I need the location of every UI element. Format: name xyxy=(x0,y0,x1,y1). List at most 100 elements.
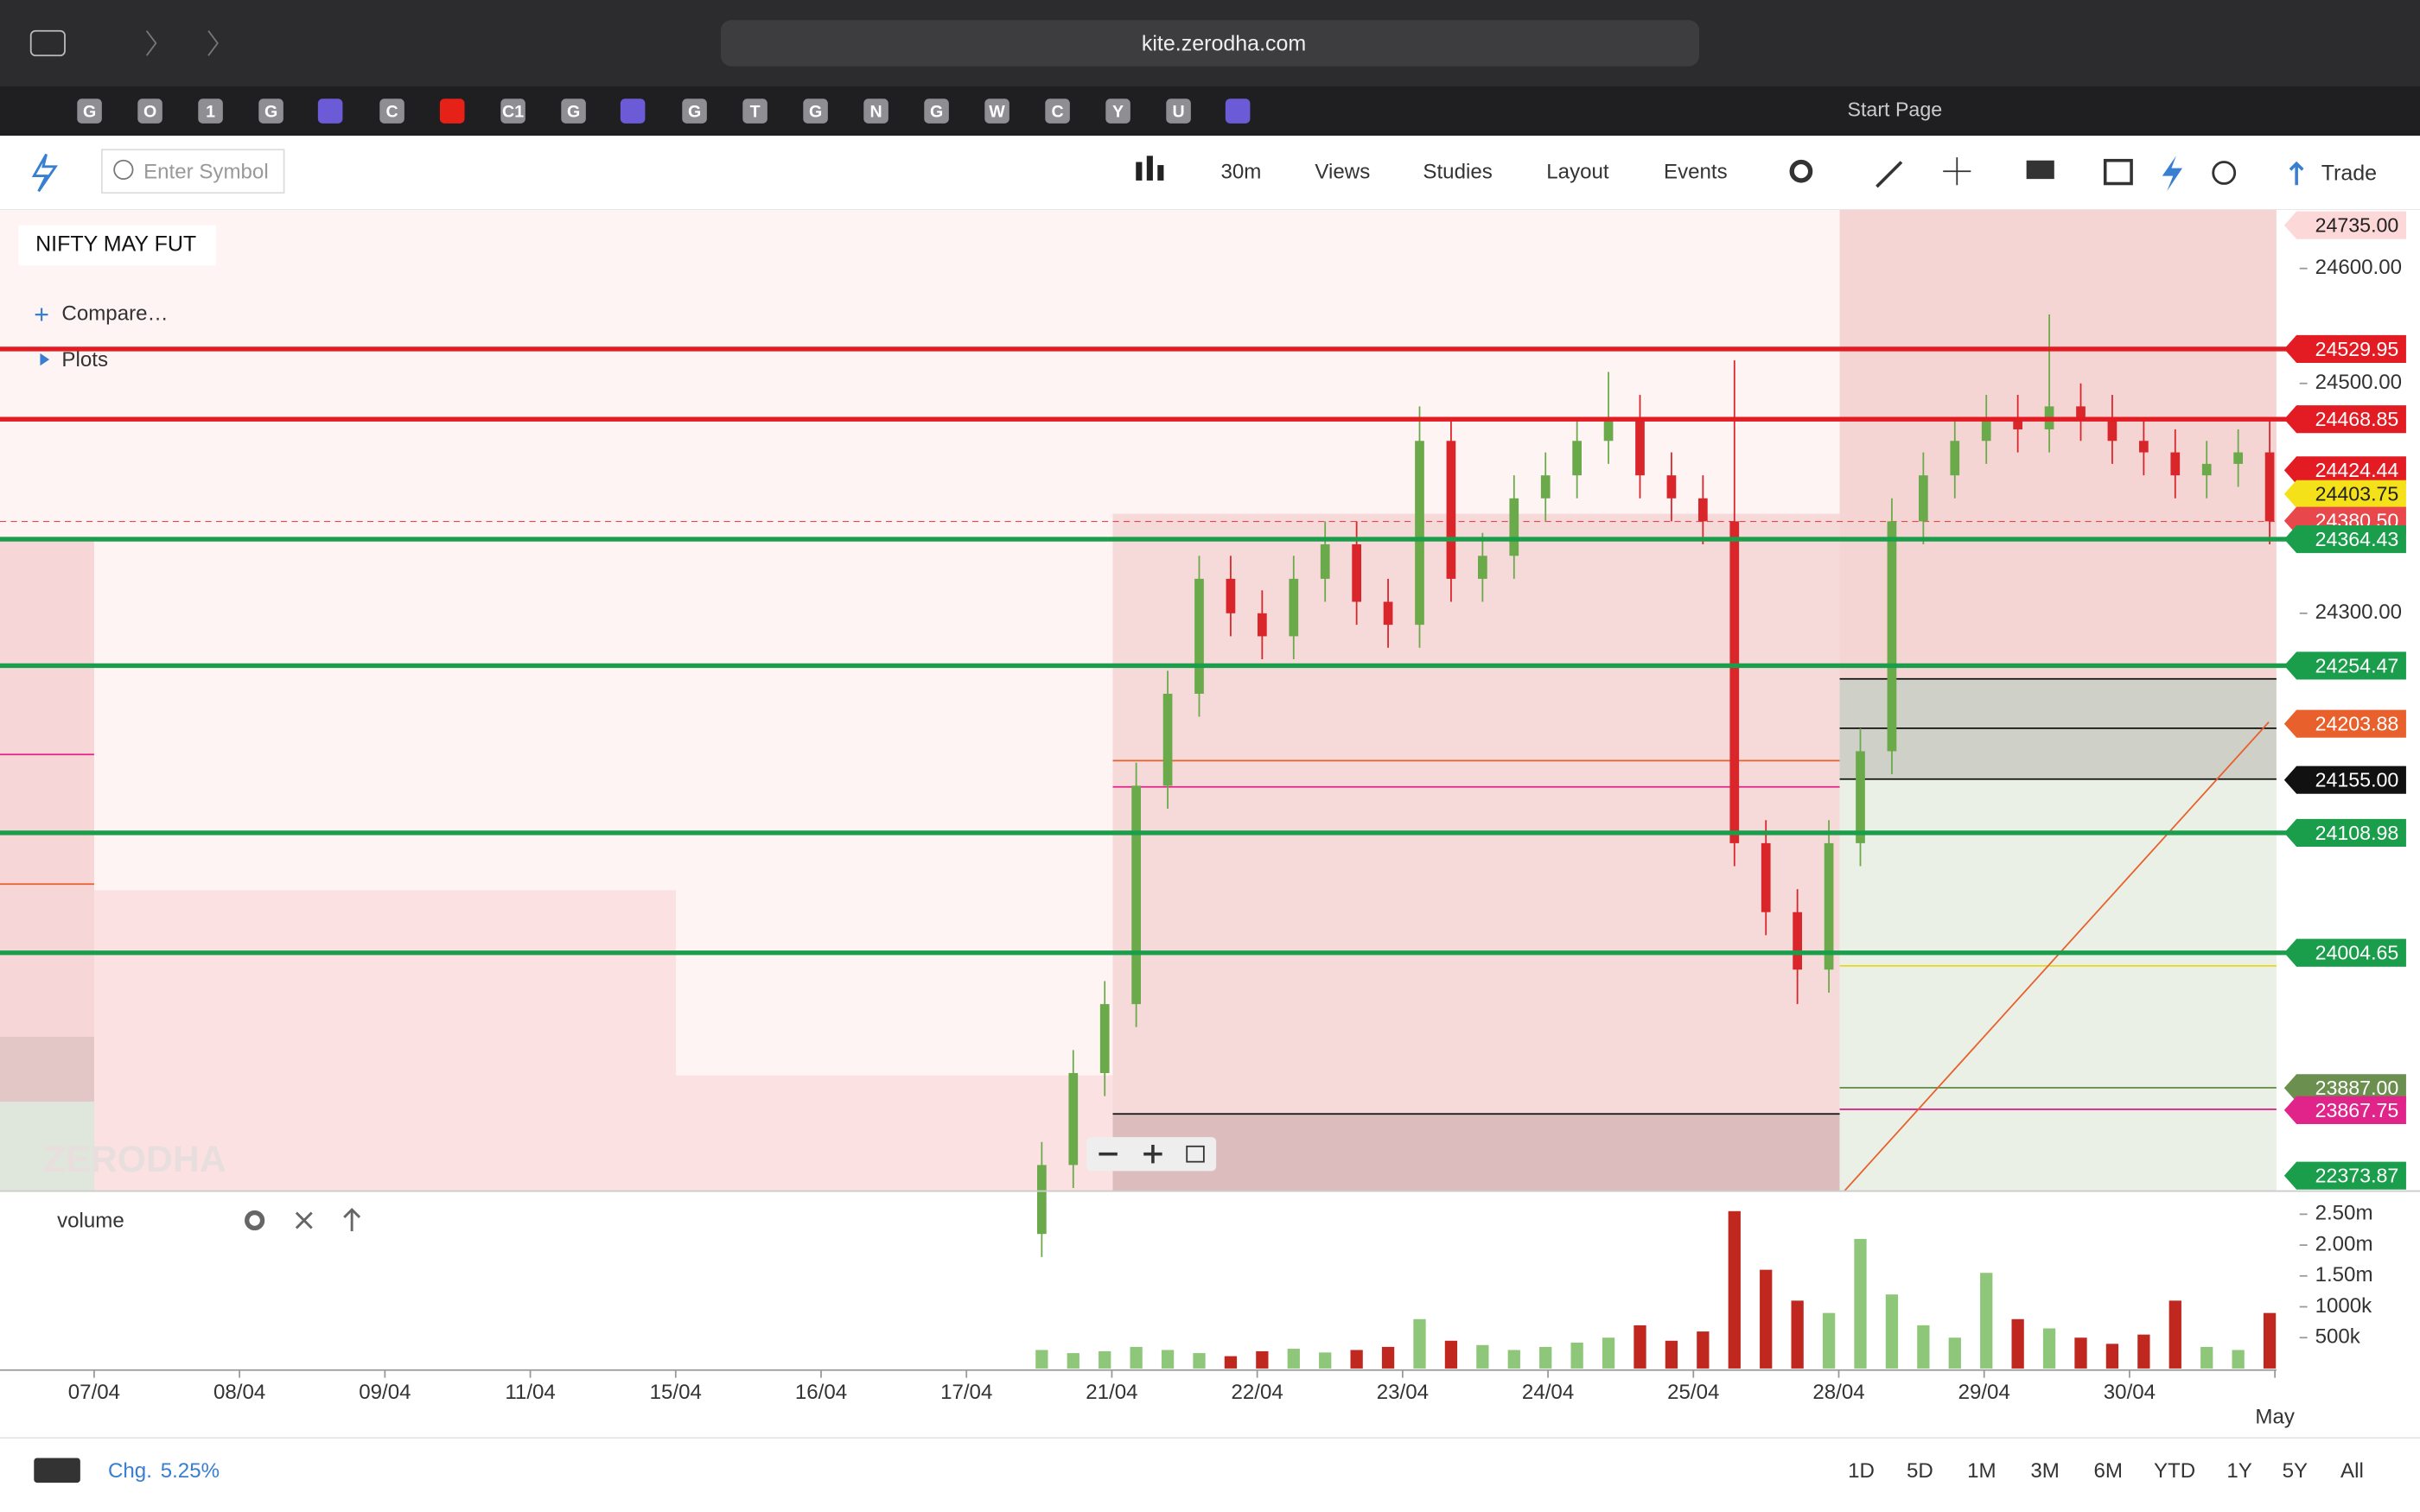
range-button[interactable]: 3M xyxy=(2030,1459,2059,1483)
trade-button[interactable]: Trade xyxy=(2321,161,2377,185)
candle-body xyxy=(1635,417,1645,476)
range-button[interactable]: 6M xyxy=(2094,1459,2123,1483)
settings-icon[interactable] xyxy=(1789,159,1813,183)
tab-label: O xyxy=(143,103,156,122)
volume-bar xyxy=(2042,1328,2056,1369)
tab-icon[interactable] xyxy=(317,98,343,124)
nav-arrows[interactable] xyxy=(145,30,219,56)
zoom-icons xyxy=(1099,1145,1162,1164)
tab-icon[interactable] xyxy=(258,98,283,124)
price-badge xyxy=(2283,938,2406,967)
range-button[interactable]: 1M xyxy=(1967,1459,1996,1483)
volume-icons[interactable] xyxy=(295,1207,361,1231)
volume-bar xyxy=(1948,1337,1961,1369)
tab-icon[interactable] xyxy=(620,98,646,124)
candle-icon[interactable] xyxy=(1136,156,1164,181)
candle-body xyxy=(1540,475,1551,499)
tab-label: G xyxy=(688,103,701,122)
comment-icon[interactable] xyxy=(2026,160,2054,180)
keyboard-icon[interactable] xyxy=(34,1458,80,1483)
volume-bar xyxy=(1854,1238,1867,1369)
tab-icon[interactable] xyxy=(924,98,949,124)
menu[interactable]: Studies xyxy=(1423,160,1492,183)
range-button[interactable]: All xyxy=(2340,1459,2364,1483)
x-tick-label: 17/04 xyxy=(940,1381,992,1404)
tab-icon[interactable] xyxy=(1166,98,1191,124)
interval[interactable]: 30m xyxy=(1221,160,1262,183)
candle-body xyxy=(1289,578,1299,637)
table-icon[interactable] xyxy=(2103,158,2133,186)
plots[interactable]: Plots xyxy=(61,348,108,372)
range-button[interactable]: YTD xyxy=(2154,1459,2195,1483)
compare[interactable]: Compare… xyxy=(61,302,168,326)
refresh-icon[interactable] xyxy=(2212,161,2237,185)
price-badge-label: 24403.75 xyxy=(2315,483,2399,505)
volume-bar xyxy=(1035,1350,1048,1369)
price-badge xyxy=(2283,818,2406,848)
draw-icon[interactable] xyxy=(1876,161,1903,188)
sidebar-icon[interactable] xyxy=(29,29,66,57)
volume-label: volume xyxy=(57,1210,124,1233)
volume-bar xyxy=(1067,1353,1079,1369)
volume-tick-label: 2.50m xyxy=(2315,1202,2373,1225)
volume-bar xyxy=(1256,1350,1269,1369)
volume-bar xyxy=(1760,1269,1773,1369)
tab-label: G xyxy=(809,103,822,122)
volume-settings[interactable] xyxy=(245,1210,265,1231)
candle-body xyxy=(1320,544,1330,579)
tab-icon[interactable] xyxy=(137,98,162,124)
flash-icon[interactable] xyxy=(2162,156,2182,192)
candle-body xyxy=(1068,1072,1079,1166)
candle-body xyxy=(1226,578,1236,613)
volume-bar xyxy=(1381,1346,1395,1369)
tab-icon[interactable] xyxy=(863,98,888,124)
x-tick-label: 24/04 xyxy=(1522,1381,1574,1404)
tab-label: G xyxy=(264,103,277,122)
tab-icon[interactable] xyxy=(77,98,102,124)
x-tick-label: 30/04 xyxy=(2104,1381,2156,1404)
range-button[interactable]: 1Y xyxy=(2226,1459,2251,1483)
tab-icon[interactable] xyxy=(803,98,828,124)
price-badge xyxy=(2283,709,2406,738)
fullscreen-icon[interactable] xyxy=(1186,1145,1205,1163)
price-badge-label: 24529.95 xyxy=(2315,338,2399,360)
candle-body xyxy=(1352,544,1361,602)
tab-icon[interactable] xyxy=(1045,98,1070,124)
price-badge-label: 24254.47 xyxy=(2315,654,2399,677)
tab-icon[interactable] xyxy=(561,98,586,124)
volume-bar xyxy=(1697,1331,1710,1369)
start-page[interactable]: Start Page xyxy=(1848,98,1943,121)
crosshair-icon[interactable] xyxy=(1943,157,1971,186)
tab-icon[interactable] xyxy=(682,98,707,124)
volume-bar xyxy=(2105,1344,2119,1369)
price-badge-label: 22373.87 xyxy=(2315,1165,2399,1187)
url: kite.zerodha.com xyxy=(1142,31,1306,55)
menu[interactable]: Views xyxy=(1315,160,1370,183)
price-badge-label: 24468.85 xyxy=(2315,408,2399,430)
volume-bar xyxy=(1224,1356,1238,1369)
menu[interactable]: Layout xyxy=(1546,160,1609,183)
price-badge-label: 24108.98 xyxy=(2315,822,2399,844)
candle-body xyxy=(2201,463,2212,476)
tab-icon[interactable] xyxy=(984,98,1009,124)
price-badge xyxy=(2283,334,2406,363)
price-badge-label: 24364.43 xyxy=(2315,528,2399,550)
menu[interactable]: Events xyxy=(1664,160,1728,183)
range-button[interactable]: 1D xyxy=(1848,1459,1875,1483)
tab-icon[interactable] xyxy=(198,98,223,124)
tab-icon[interactable] xyxy=(379,98,404,124)
volume-bar xyxy=(1602,1337,1615,1369)
tab-icon[interactable] xyxy=(1225,98,1251,124)
range-button[interactable]: 5D xyxy=(1907,1459,1933,1483)
tab-icon[interactable] xyxy=(439,98,465,124)
address-bar[interactable] xyxy=(720,20,1700,67)
volume-tick-label: 500k xyxy=(2315,1325,2361,1349)
range-button[interactable]: 5Y xyxy=(2283,1459,2308,1483)
symbol-box xyxy=(18,225,216,266)
volume-bar xyxy=(1476,1344,1489,1369)
tab-label: C xyxy=(1051,103,1063,122)
tab-icon[interactable] xyxy=(1105,98,1130,124)
tab-icon[interactable] xyxy=(742,98,767,124)
tab-icon[interactable] xyxy=(500,98,525,124)
